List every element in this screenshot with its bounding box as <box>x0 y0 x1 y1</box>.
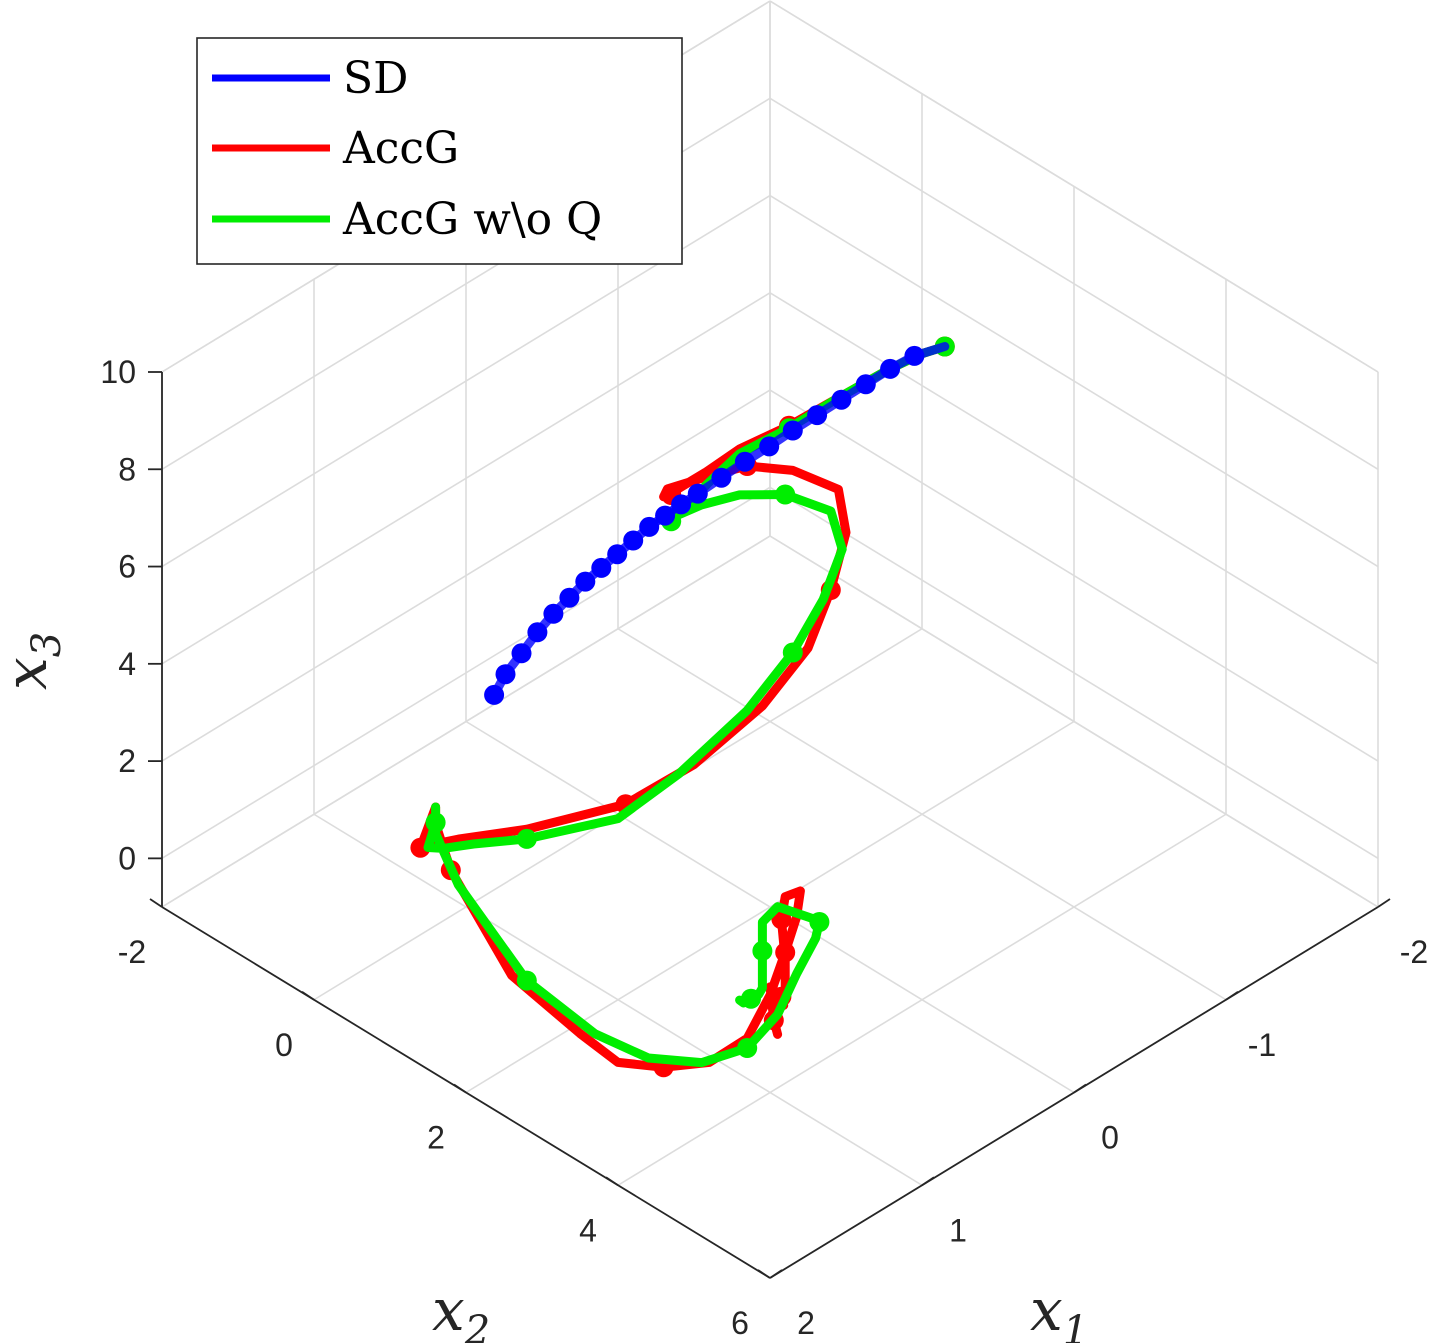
x2-tick-label: 0 <box>275 1027 293 1063</box>
legend-entry-accg-without-q: AccG w\o Q <box>212 194 602 245</box>
series-marker-sd <box>559 587 580 608</box>
back-wall-grid-line <box>769 535 1379 908</box>
x3-tick-label: 2 <box>118 743 136 779</box>
x1-tick-mark <box>921 1176 935 1186</box>
back-wall-grid-line <box>769 486 1379 860</box>
series-marker-sd <box>807 405 828 426</box>
x2-tick-label: 4 <box>579 1212 597 1248</box>
series-marker-sd <box>655 505 676 526</box>
series-marker-sd <box>904 345 925 366</box>
side-wall-grid-line <box>161 535 771 908</box>
series-marker-sd <box>495 664 516 685</box>
x3-tick-label: 4 <box>118 646 136 682</box>
floor-grid-line <box>465 720 1075 1094</box>
x1-tick-label: 0 <box>1101 1120 1119 1156</box>
x3-axis-label: x3 <box>0 632 70 690</box>
x1-axis-label: x1 <box>1030 1276 1088 1343</box>
x1-tick-mark <box>1073 1083 1087 1094</box>
x2-tick-mark <box>453 1083 467 1094</box>
back-wall-grid-line <box>769 389 1379 762</box>
series-marker-sd <box>543 603 564 624</box>
x1-tick-mark <box>769 1269 783 1279</box>
series <box>410 336 955 1078</box>
legend-entry-sd: SD <box>212 53 408 104</box>
series-marker-sd <box>623 530 644 551</box>
ticks: 0 2 4 6 8 10 -2 0 2 4 6 -2 -1 0 1 2 <box>100 354 1428 1341</box>
series-marker-sd <box>855 374 876 395</box>
x3-tick-label: 8 <box>118 451 136 487</box>
series-marker-sd <box>759 436 780 457</box>
series-marker-sd <box>607 544 628 565</box>
back-wall-grid-line <box>769 0 1379 373</box>
series-marker-sd <box>511 643 532 664</box>
series-line-accg <box>415 342 950 1072</box>
x1-tick-label: -2 <box>1400 934 1428 970</box>
legend-label-sd: SD <box>343 53 408 104</box>
series-marker-sd <box>671 494 692 515</box>
x3-tick-label: 6 <box>118 549 136 585</box>
legend-entry-accg: AccG <box>212 123 459 174</box>
x2-tick-label: -2 <box>118 934 146 970</box>
series-line-sd <box>489 342 950 700</box>
series-marker-accg-w-o-q <box>516 970 537 991</box>
x1-tick-mark <box>1225 991 1239 1001</box>
x1-tick-mark <box>1377 898 1391 908</box>
side-wall-grid-line <box>161 486 771 860</box>
series-marker-sd <box>527 622 548 643</box>
series-marker-accg <box>775 942 796 963</box>
side-wall-grid-line <box>161 292 771 665</box>
series-marker-sd <box>687 483 708 504</box>
x2-tick-mark <box>757 1269 771 1279</box>
x2-axis-label: x2 <box>432 1276 490 1343</box>
series-marker-accg-w-o-q <box>775 484 796 505</box>
x1-tick-label: 1 <box>949 1212 967 1248</box>
series-marker-accg-w-o-q <box>809 912 830 932</box>
series-marker-sd <box>575 571 596 592</box>
back-wall-grid-line <box>769 97 1379 470</box>
series-marker-accg-w-o-q <box>782 642 803 663</box>
legend-label-accg: AccG <box>342 123 459 174</box>
series-marker-sd <box>591 557 612 578</box>
x2-tick-label: 6 <box>731 1305 749 1341</box>
x3-tick-label: 0 <box>118 840 136 876</box>
side-wall-grid-line <box>161 389 771 762</box>
series-marker-sd <box>734 451 755 472</box>
series-marker-accg-w-o-q <box>425 812 446 833</box>
series-marker-sd <box>880 358 901 379</box>
x1-tick-label: -1 <box>1248 1027 1276 1063</box>
series-marker-accg-w-o-q <box>741 988 761 1009</box>
floor-grid-line <box>617 813 1227 1186</box>
x2-tick-mark <box>149 898 163 908</box>
series-marker-sd <box>782 420 803 441</box>
x2-tick-mark <box>605 1176 619 1186</box>
grid-lines <box>161 0 1379 1279</box>
legend: SD AccG AccG w\o Q <box>196 37 683 265</box>
series-marker-sd <box>639 516 660 537</box>
x2-tick-mark <box>301 991 315 1001</box>
back-wall-grid-line <box>769 292 1379 665</box>
back-wall-grid-line <box>769 194 1379 568</box>
series-marker-sd <box>711 467 732 488</box>
series-marker-sd <box>484 684 505 705</box>
x3-tick-label: 10 <box>100 354 136 390</box>
series-marker-sd <box>831 389 852 410</box>
x2-tick-label: 2 <box>427 1120 445 1156</box>
x1-tick-label: 2 <box>797 1305 815 1341</box>
series-marker-accg-w-o-q <box>737 1038 758 1058</box>
series-marker-accg-w-o-q <box>752 940 773 961</box>
legend-label-accg-without-q: AccG w\o Q <box>342 194 602 245</box>
series-marker-accg-w-o-q <box>516 828 537 849</box>
